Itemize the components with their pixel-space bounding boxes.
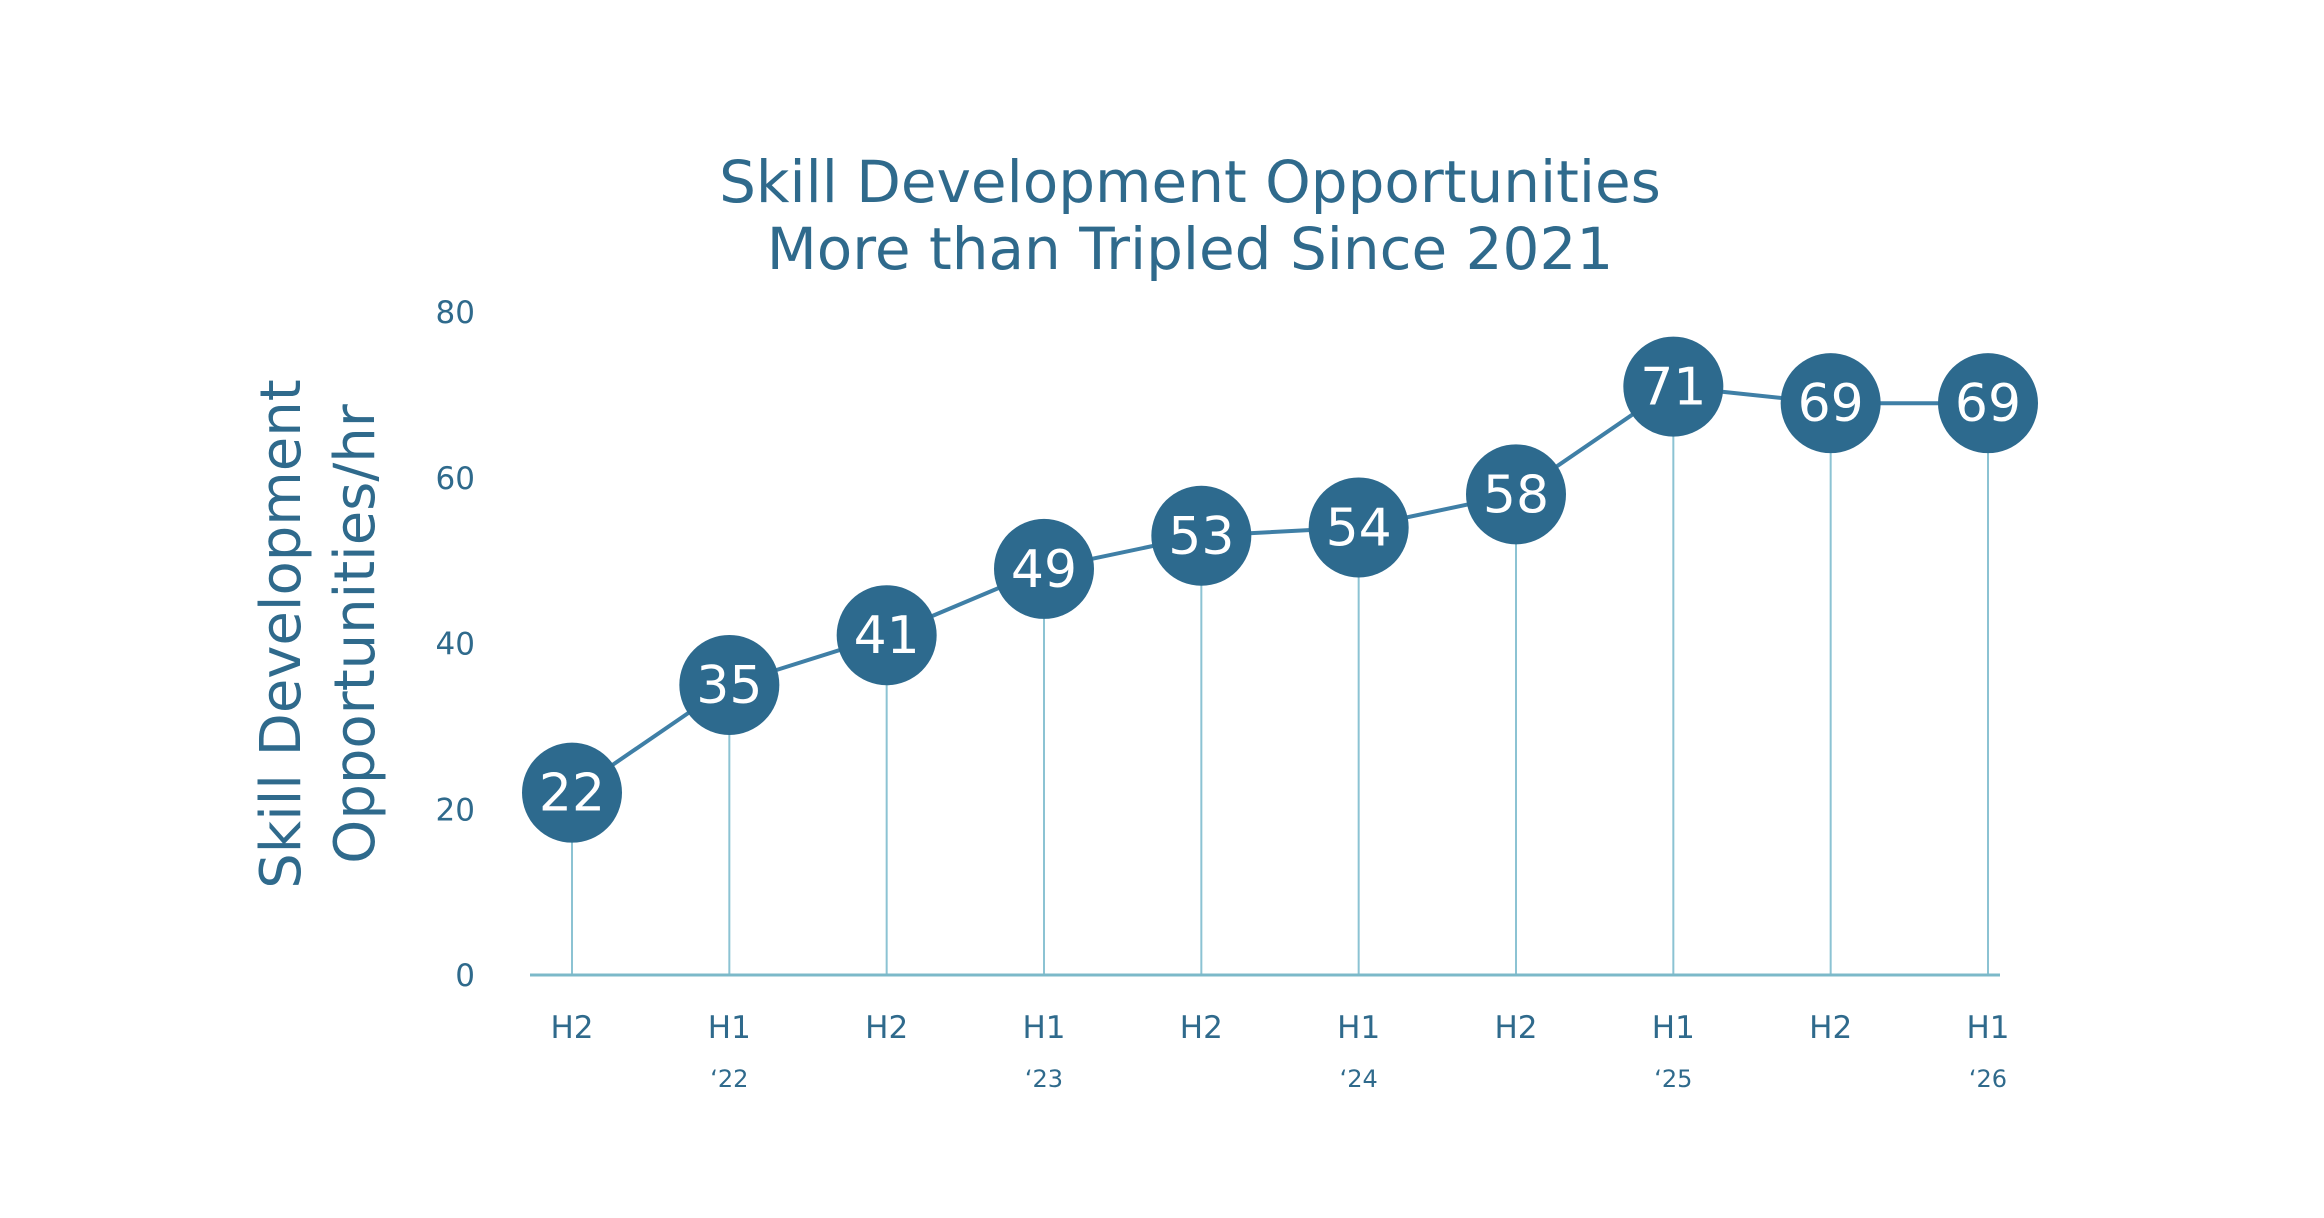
data-label: 69	[1955, 374, 2021, 434]
data-point: 69	[1938, 353, 2038, 454]
x-axis-ticks: H2 H1 ‘22 H2 H1 ‘23 H2 H1 ‘24 H2 H1 ‘25 H2 H1 ‘26	[550, 1010, 2009, 1093]
data-label: 49	[1011, 540, 1077, 600]
data-label: 41	[854, 606, 920, 666]
x-tick-label: H1	[1966, 1010, 2009, 1046]
data-point: 54	[1308, 477, 1409, 578]
data-point: 35	[679, 634, 780, 735]
y-axis-label-line-1: Skill Development	[249, 379, 314, 888]
y-axis-label-line-2: Opportunities/hr	[323, 403, 388, 863]
data-label: 69	[1798, 374, 1864, 434]
data-marker	[1308, 477, 1409, 578]
data-point: 71	[1623, 336, 1724, 437]
data-point: 22	[522, 742, 622, 843]
y-axis-ticks: 0 20 40 60 80	[436, 295, 475, 994]
drop-lines	[571, 386, 1989, 975]
x-tick-label: H1	[1337, 1010, 1380, 1046]
y-tick-label: 80	[436, 295, 475, 331]
chart-title: Skill Development Opportunities More tha…	[719, 148, 1661, 283]
data-marker	[994, 518, 1094, 619]
x-year-label: ‘22	[710, 1065, 748, 1093]
x-tick-label: H2	[550, 1010, 593, 1046]
x-tick-label: H1	[1652, 1010, 1695, 1046]
y-tick-label: 60	[436, 461, 475, 497]
data-marker	[1938, 353, 2038, 454]
data-marker	[1466, 444, 1566, 545]
x-year-label: ‘24	[1340, 1065, 1378, 1093]
data-label: 53	[1168, 507, 1234, 567]
data-marker	[679, 634, 780, 735]
data-markers: 22 35 41 49 53 54 58 71 69 69	[522, 336, 2038, 843]
data-marker	[1151, 485, 1252, 586]
data-label: 54	[1326, 498, 1392, 558]
x-year-label: ‘25	[1654, 1065, 1692, 1093]
y-tick-label: 40	[436, 627, 475, 663]
data-marker	[1780, 353, 1881, 454]
data-point: 58	[1466, 444, 1566, 545]
data-point: 49	[994, 518, 1094, 619]
data-marker	[1623, 336, 1724, 437]
data-label: 71	[1640, 358, 1706, 418]
data-point: 69	[1780, 353, 1881, 454]
x-tick-label: H2	[1494, 1010, 1537, 1046]
x-tick-label: H2	[865, 1010, 908, 1046]
data-label: 35	[696, 656, 762, 716]
x-year-label: ‘26	[1969, 1065, 2007, 1093]
data-marker	[836, 585, 937, 686]
x-year-label: ‘23	[1025, 1065, 1063, 1093]
x-tick-label: H2	[1180, 1010, 1223, 1046]
series-line	[570, 384, 1988, 795]
y-tick-label: 0	[455, 958, 475, 994]
data-point: 53	[1151, 485, 1252, 586]
data-point: 41	[836, 585, 937, 686]
data-label: 22	[539, 764, 605, 824]
chart-title-line-1: Skill Development Opportunities	[719, 148, 1661, 216]
x-tick-label: H2	[1809, 1010, 1852, 1046]
chart-title-line-2: More than Tripled Since 2021	[767, 215, 1614, 283]
y-axis-label: Skill Development Opportunities/hr	[249, 379, 388, 888]
data-marker	[522, 742, 622, 843]
data-label: 58	[1483, 465, 1549, 525]
y-tick-label: 20	[436, 792, 475, 828]
x-tick-label: H1	[1022, 1010, 1065, 1046]
x-tick-label: H1	[708, 1010, 751, 1046]
